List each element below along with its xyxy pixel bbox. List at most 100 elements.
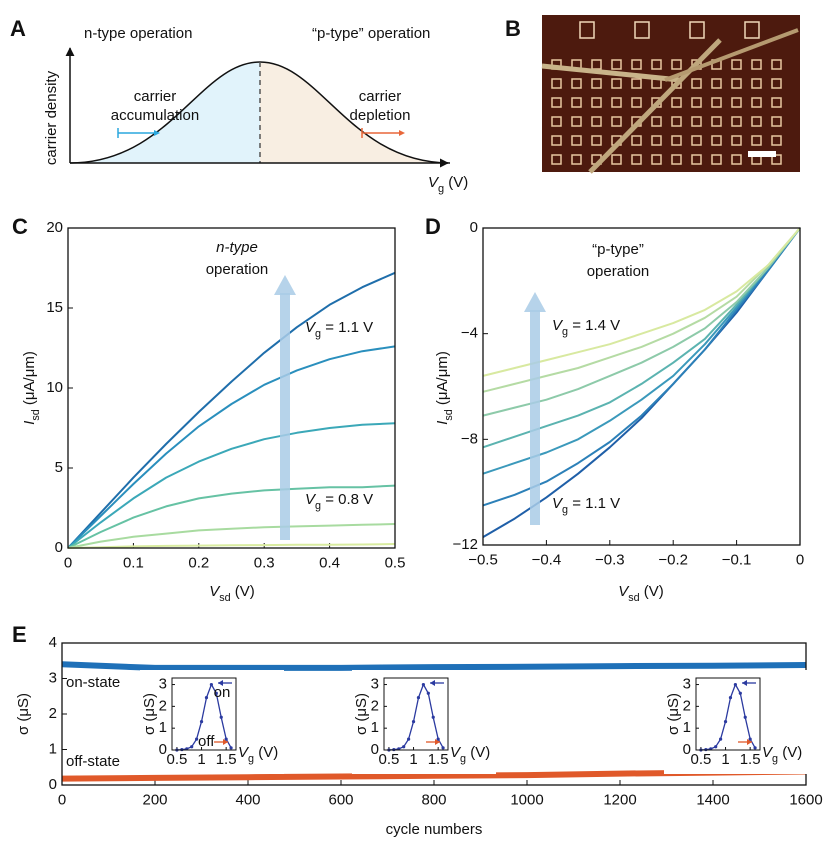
device-pad (731, 154, 742, 165)
y-tick-label: 3 (159, 676, 167, 693)
x-axis-label: Vsd (V) (209, 583, 255, 604)
device-pad (631, 154, 642, 165)
device-pad (551, 78, 562, 89)
plot-frame (695, 677, 761, 751)
device-pad (731, 116, 742, 127)
x-axis-label: Vg (V) (238, 744, 278, 765)
y-tick-label: 0 (683, 741, 691, 758)
x-axis-label-part: V (618, 583, 630, 600)
y-tick-label: −8 (461, 430, 478, 447)
plot-frame (171, 677, 237, 751)
device-large (634, 21, 650, 39)
annotation: n-type (216, 239, 258, 256)
series-line (67, 543, 396, 549)
x-axis-label-part: sd (628, 592, 639, 604)
device-pad (611, 59, 622, 70)
device-pad (651, 59, 662, 70)
point (224, 737, 228, 741)
right-note: carrier (359, 88, 402, 105)
device-pad (651, 154, 662, 165)
x-axis-label-part: g (248, 753, 254, 765)
probe (664, 28, 799, 82)
y-axis-label: σ (μS) (141, 693, 158, 735)
series-line (67, 523, 396, 549)
y-axis-label: Isd (μA/μm) (434, 351, 455, 425)
device-pad (751, 135, 762, 146)
point (743, 715, 747, 719)
point (411, 720, 416, 724)
x-tick-label: 0 (64, 554, 72, 571)
trend-arrow-head (524, 292, 546, 312)
panel-label: C (12, 214, 28, 239)
device-pad (751, 97, 762, 108)
device-pad (591, 78, 602, 89)
right-note: depletion (350, 107, 411, 124)
x-tick-label: 600 (328, 791, 353, 808)
device-pad (691, 78, 702, 89)
x-axis-label-part: V (450, 744, 462, 761)
point (719, 737, 723, 741)
plot-frame (383, 677, 449, 751)
x-tick-label: 0.3 (254, 554, 275, 571)
probe (588, 38, 722, 174)
x-tick-label: 200 (142, 791, 167, 808)
annotation: “p-type” (592, 241, 644, 258)
device-pad (571, 97, 582, 108)
annotation-part: g (562, 504, 568, 516)
x-tick-label: 0.5 (166, 751, 187, 768)
x-axis-label-part: sd (219, 592, 230, 604)
device-pad (751, 116, 762, 127)
device-pad (691, 154, 702, 165)
x-tick-label: 0.5 (385, 554, 406, 571)
x-axis-label: Vg (V) (450, 744, 490, 765)
x-tick-label: −0.4 (532, 551, 562, 568)
x-tick-label: 0.4 (319, 554, 340, 571)
device-large (689, 21, 705, 39)
x-tick-label: −0.2 (658, 551, 688, 568)
x-tick-label: 1.5 (216, 751, 237, 768)
point (723, 720, 728, 724)
y-tick-label: 1 (683, 719, 691, 736)
point (407, 737, 411, 741)
device-large (579, 21, 595, 39)
annotation-part: V (305, 319, 317, 336)
point (426, 691, 430, 695)
x-tick-label: 1400 (696, 791, 729, 808)
point (209, 682, 213, 687)
x-axis-label-part: (V) (778, 744, 802, 761)
device-pad (771, 116, 782, 127)
y-axis-label-part: sd (443, 409, 455, 420)
x-tick-label: −0.3 (595, 551, 625, 568)
device-pad (611, 154, 622, 165)
y-tick-label: −4 (461, 325, 478, 342)
point (199, 720, 204, 724)
x-tick-label: 1 (721, 751, 729, 768)
annotation-part: g (315, 500, 321, 512)
device-pad (771, 78, 782, 89)
point (190, 745, 194, 749)
panel-a: A n-type operation “p-type” operation ca… (10, 16, 468, 195)
arrow-head (154, 130, 160, 136)
device-pad (711, 97, 722, 108)
device-pad (711, 116, 722, 127)
point (748, 737, 752, 741)
annotation: Vg = 0.8 V (305, 491, 373, 512)
x-tick-label: 1.5 (428, 751, 449, 768)
y-tick-label: 5 (55, 459, 63, 476)
y-tick-label: 10 (46, 379, 63, 396)
device-pad (651, 116, 662, 127)
device-pad (591, 97, 602, 108)
point (738, 691, 742, 695)
point (421, 682, 425, 687)
device-pad (551, 135, 562, 146)
annotation-part: V (305, 491, 317, 508)
x-label: Vg (V) (428, 174, 468, 195)
trend-arrow (530, 310, 540, 525)
series-line (67, 484, 396, 549)
x-tick-label: −0.5 (468, 551, 498, 568)
device-pad (631, 78, 642, 89)
x-axis-label-part: g (772, 753, 778, 765)
x-tick-label: 1 (197, 751, 205, 768)
annotation-part: g (315, 328, 321, 340)
